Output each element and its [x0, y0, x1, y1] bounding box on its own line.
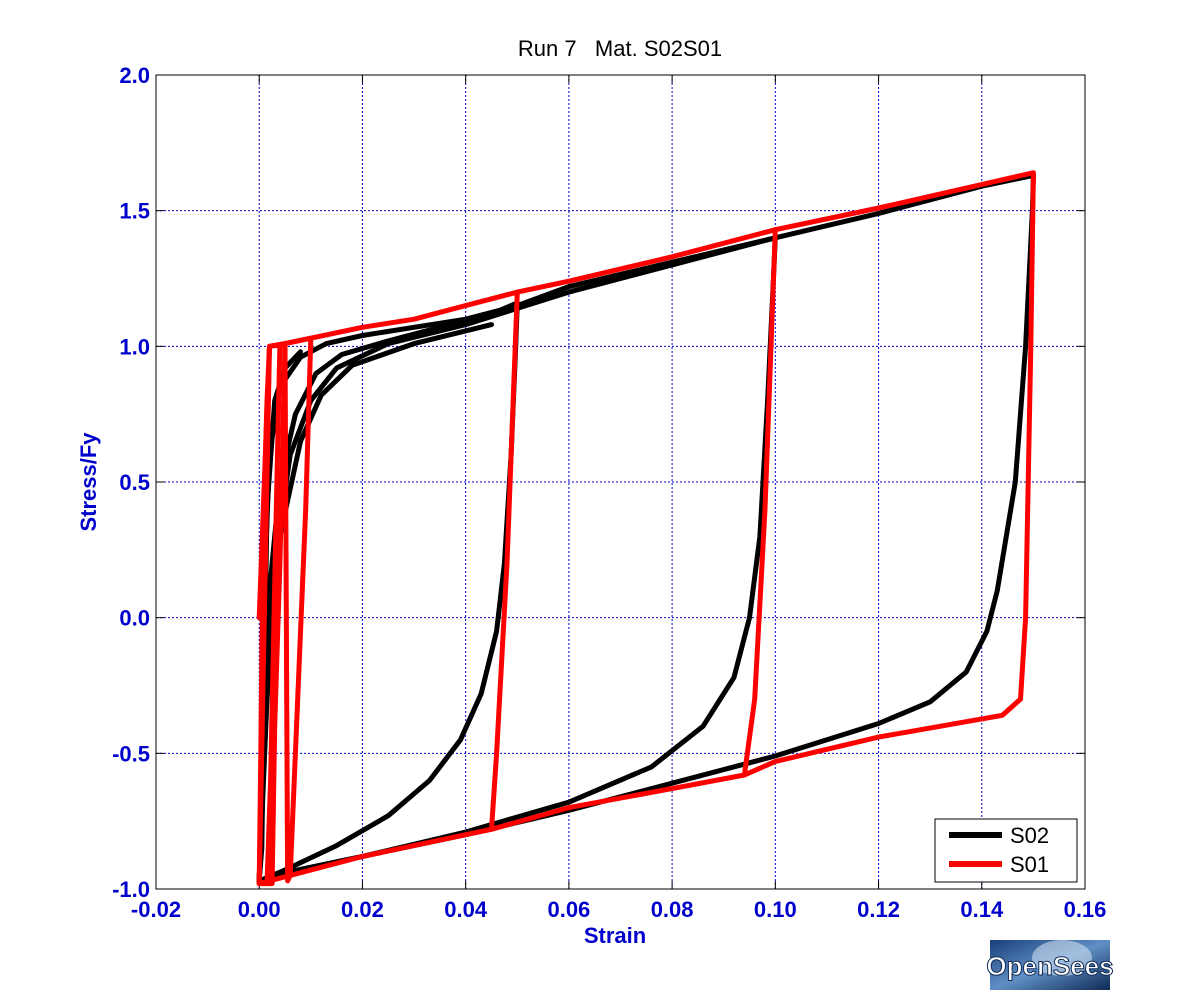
series-line-s01	[256, 170, 1036, 887]
legend-label-s02: S02	[1010, 823, 1049, 848]
x-tick-label: 0.10	[754, 897, 797, 922]
x-tick-label: 0.14	[960, 897, 1004, 922]
x-tick-label: 0.02	[341, 897, 384, 922]
series-line-s01	[741, 227, 778, 778]
x-tick-label: 0.06	[547, 897, 590, 922]
y-tick-label: 2.0	[119, 63, 150, 88]
ticks: -0.02 0.00 0.02 0.04 0.06 0.08 0.10 0.12 0.14 0.1…	[112, 63, 1106, 922]
logo-globe	[1032, 940, 1092, 976]
x-tick-label: 0.04	[444, 897, 488, 922]
x-tick-label: 0.16	[1064, 897, 1107, 922]
series-line-s02	[256, 300, 520, 884]
series-line-s01	[282, 335, 314, 884]
y-tick-label: 0.0	[119, 606, 150, 631]
y-tick-label: -1.0	[112, 877, 150, 902]
y-axis-label: Stress/Fy	[76, 432, 101, 532]
series-line-s01	[489, 289, 520, 832]
series-s02	[256, 172, 1036, 884]
series-line-s02	[256, 172, 1036, 884]
series-line-s01	[256, 342, 283, 887]
x-axis-label: Strain	[584, 923, 646, 948]
legend-label-s01: S01	[1010, 852, 1049, 877]
x-tick-label: 0.08	[651, 897, 694, 922]
legend: S02 S01	[934, 818, 1078, 883]
series-s01	[256, 170, 1036, 887]
x-tick-label: 0.00	[238, 897, 281, 922]
y-tick-label: 0.5	[119, 470, 150, 495]
chart-title: Run 7 Mat. S02S01	[518, 36, 722, 61]
y-tick-label: -0.5	[112, 741, 150, 766]
legend-box	[934, 818, 1078, 883]
x-tick-label: 0.12	[857, 897, 900, 922]
logo-text: OpenSees	[986, 951, 1113, 981]
x-tick-label: -0.02	[131, 897, 181, 922]
y-tick-label: 1.5	[119, 199, 150, 224]
opensees-logo: OpenSees	[986, 940, 1114, 990]
grid	[156, 75, 1085, 889]
y-tick-label: 1.0	[119, 334, 150, 359]
series	[256, 170, 1036, 887]
